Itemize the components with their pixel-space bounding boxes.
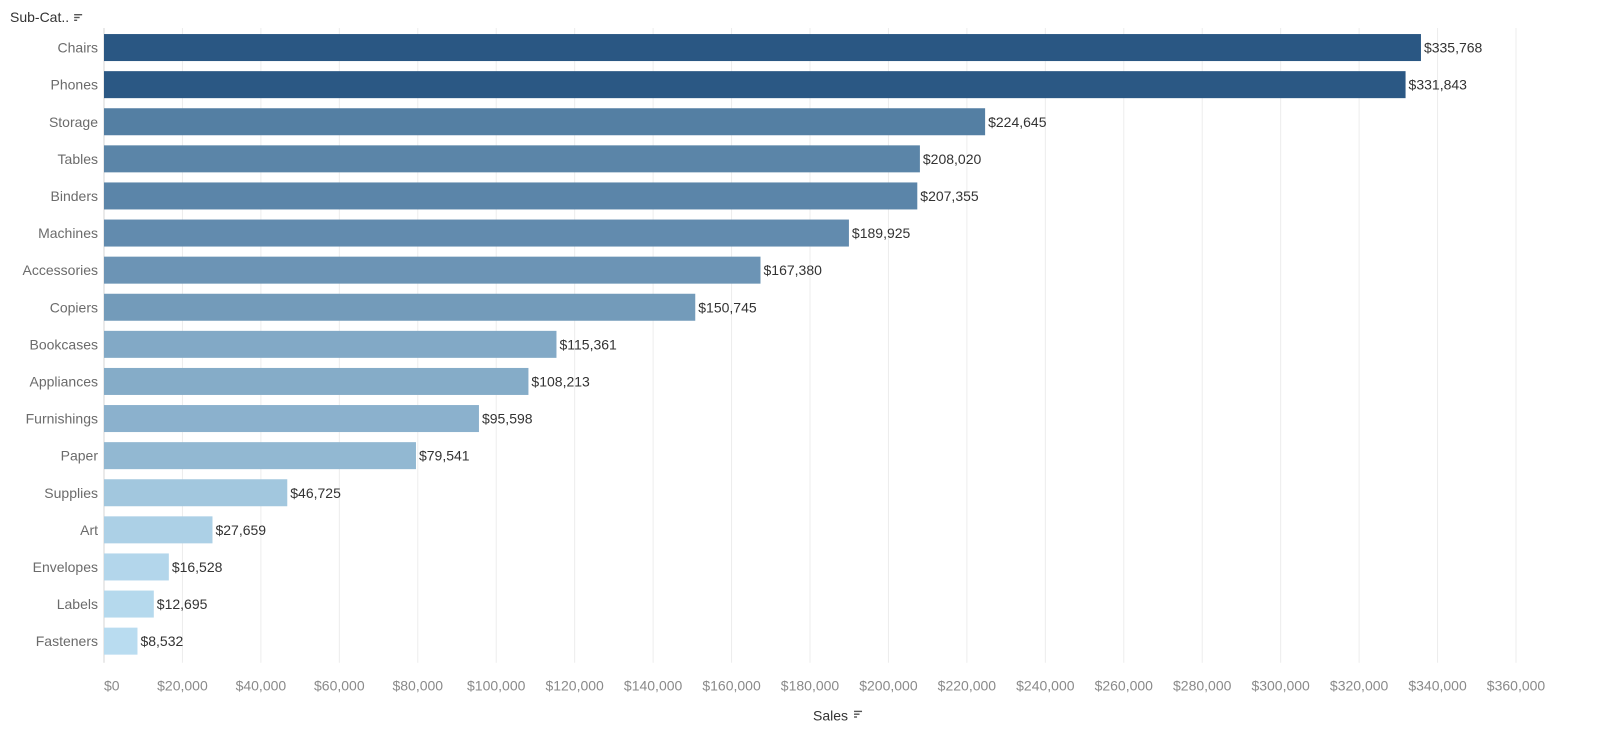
category-label[interactable]: Tables [58,151,98,167]
x-axis-ticks: $0 $20,000 $40,000 $60,000 $80,000 $100,000 $1… [104,678,1545,694]
dimension-header-label[interactable]: Sub-Cat.. [10,9,69,25]
category-label[interactable]: Bookcases [30,336,98,352]
bar-tables[interactable] [104,145,920,173]
header: Sub-Cat.. [10,9,83,25]
bar-labels[interactable] [104,590,154,618]
value-label: $208,020 [923,151,982,167]
category-label[interactable]: Appliances [30,373,99,389]
x-tick-label: $20,000 [157,678,208,694]
x-tick-label: $320,000 [1330,678,1389,694]
bar-phones[interactable] [104,71,1406,99]
value-label: $331,843 [1409,77,1468,93]
value-label: $335,768 [1424,40,1483,56]
value-label: $79,541 [419,448,470,464]
bar-bookcases[interactable] [104,330,557,358]
sort-icon[interactable] [74,14,83,21]
x-tick-label: $80,000 [392,678,443,694]
category-label[interactable]: Binders [51,188,98,204]
category-label[interactable]: Paper [61,448,99,464]
category-label[interactable]: Fasteners [36,633,98,649]
x-tick-label: $340,000 [1408,678,1467,694]
value-label: $16,528 [172,559,223,575]
value-label: $224,645 [988,114,1047,130]
category-label[interactable]: Envelopes [33,559,98,575]
value-label: $95,598 [482,411,533,427]
x-tick-label: $260,000 [1095,678,1154,694]
x-tick-label: $300,000 [1251,678,1310,694]
category-label[interactable]: Labels [57,596,98,612]
sort-icon[interactable] [854,710,863,718]
x-tick-label: $360,000 [1487,678,1546,694]
value-labels: $335,768 $331,843 $224,645 $208,020 $207,355… [140,40,1482,650]
bars [104,34,1421,655]
x-tick-label: $240,000 [1016,678,1075,694]
bar-paper[interactable] [104,442,416,470]
bar-accessories[interactable] [104,256,761,284]
value-label: $108,213 [531,373,590,389]
value-label: $46,725 [290,485,341,501]
value-label: $189,925 [852,225,911,241]
category-label[interactable]: Phones [51,77,98,93]
bar-art[interactable] [104,516,213,544]
value-label: $207,355 [920,188,979,204]
bar-storage[interactable] [104,108,986,136]
category-label[interactable]: Chairs [58,40,98,56]
x-tick-label: $40,000 [236,678,287,694]
category-label[interactable]: Storage [49,114,98,130]
x-axis-title[interactable]: Sales [813,708,848,724]
bar-machines[interactable] [104,219,849,247]
category-label[interactable]: Supplies [44,485,98,501]
x-tick-label: $60,000 [314,678,365,694]
category-label[interactable]: Copiers [50,299,98,315]
category-label[interactable]: Furnishings [26,411,98,427]
bar-binders[interactable] [104,182,918,210]
value-label: $150,745 [698,299,757,315]
bar-furnishings[interactable] [104,405,479,433]
x-tick-label: $280,000 [1173,678,1232,694]
x-tick-label: $120,000 [545,678,604,694]
bar-supplies[interactable] [104,479,288,507]
bar-fasteners[interactable] [104,627,138,655]
x-tick-label: $0 [104,678,120,694]
value-label: $12,695 [157,596,208,612]
value-label: $8,532 [140,633,183,649]
x-tick-label: $100,000 [467,678,526,694]
bar-copiers[interactable] [104,293,696,321]
value-label: $167,380 [764,262,823,278]
x-axis-title-group: Sales [813,708,863,724]
value-label: $27,659 [215,522,266,538]
category-labels: Chairs Phones Storage Tables Binders Machines… [23,40,99,650]
bar-envelopes[interactable] [104,553,169,581]
category-label[interactable]: Accessories [23,262,98,278]
category-label[interactable]: Art [80,522,98,538]
x-tick-label: $200,000 [859,678,918,694]
bar-chairs[interactable] [104,34,1421,62]
category-label[interactable]: Machines [38,225,98,241]
bar-appliances[interactable] [104,367,529,395]
x-tick-label: $180,000 [781,678,840,694]
x-tick-label: $220,000 [938,678,997,694]
value-label: $115,361 [559,336,617,352]
x-tick-label: $140,000 [624,678,683,694]
x-tick-label: $160,000 [702,678,761,694]
